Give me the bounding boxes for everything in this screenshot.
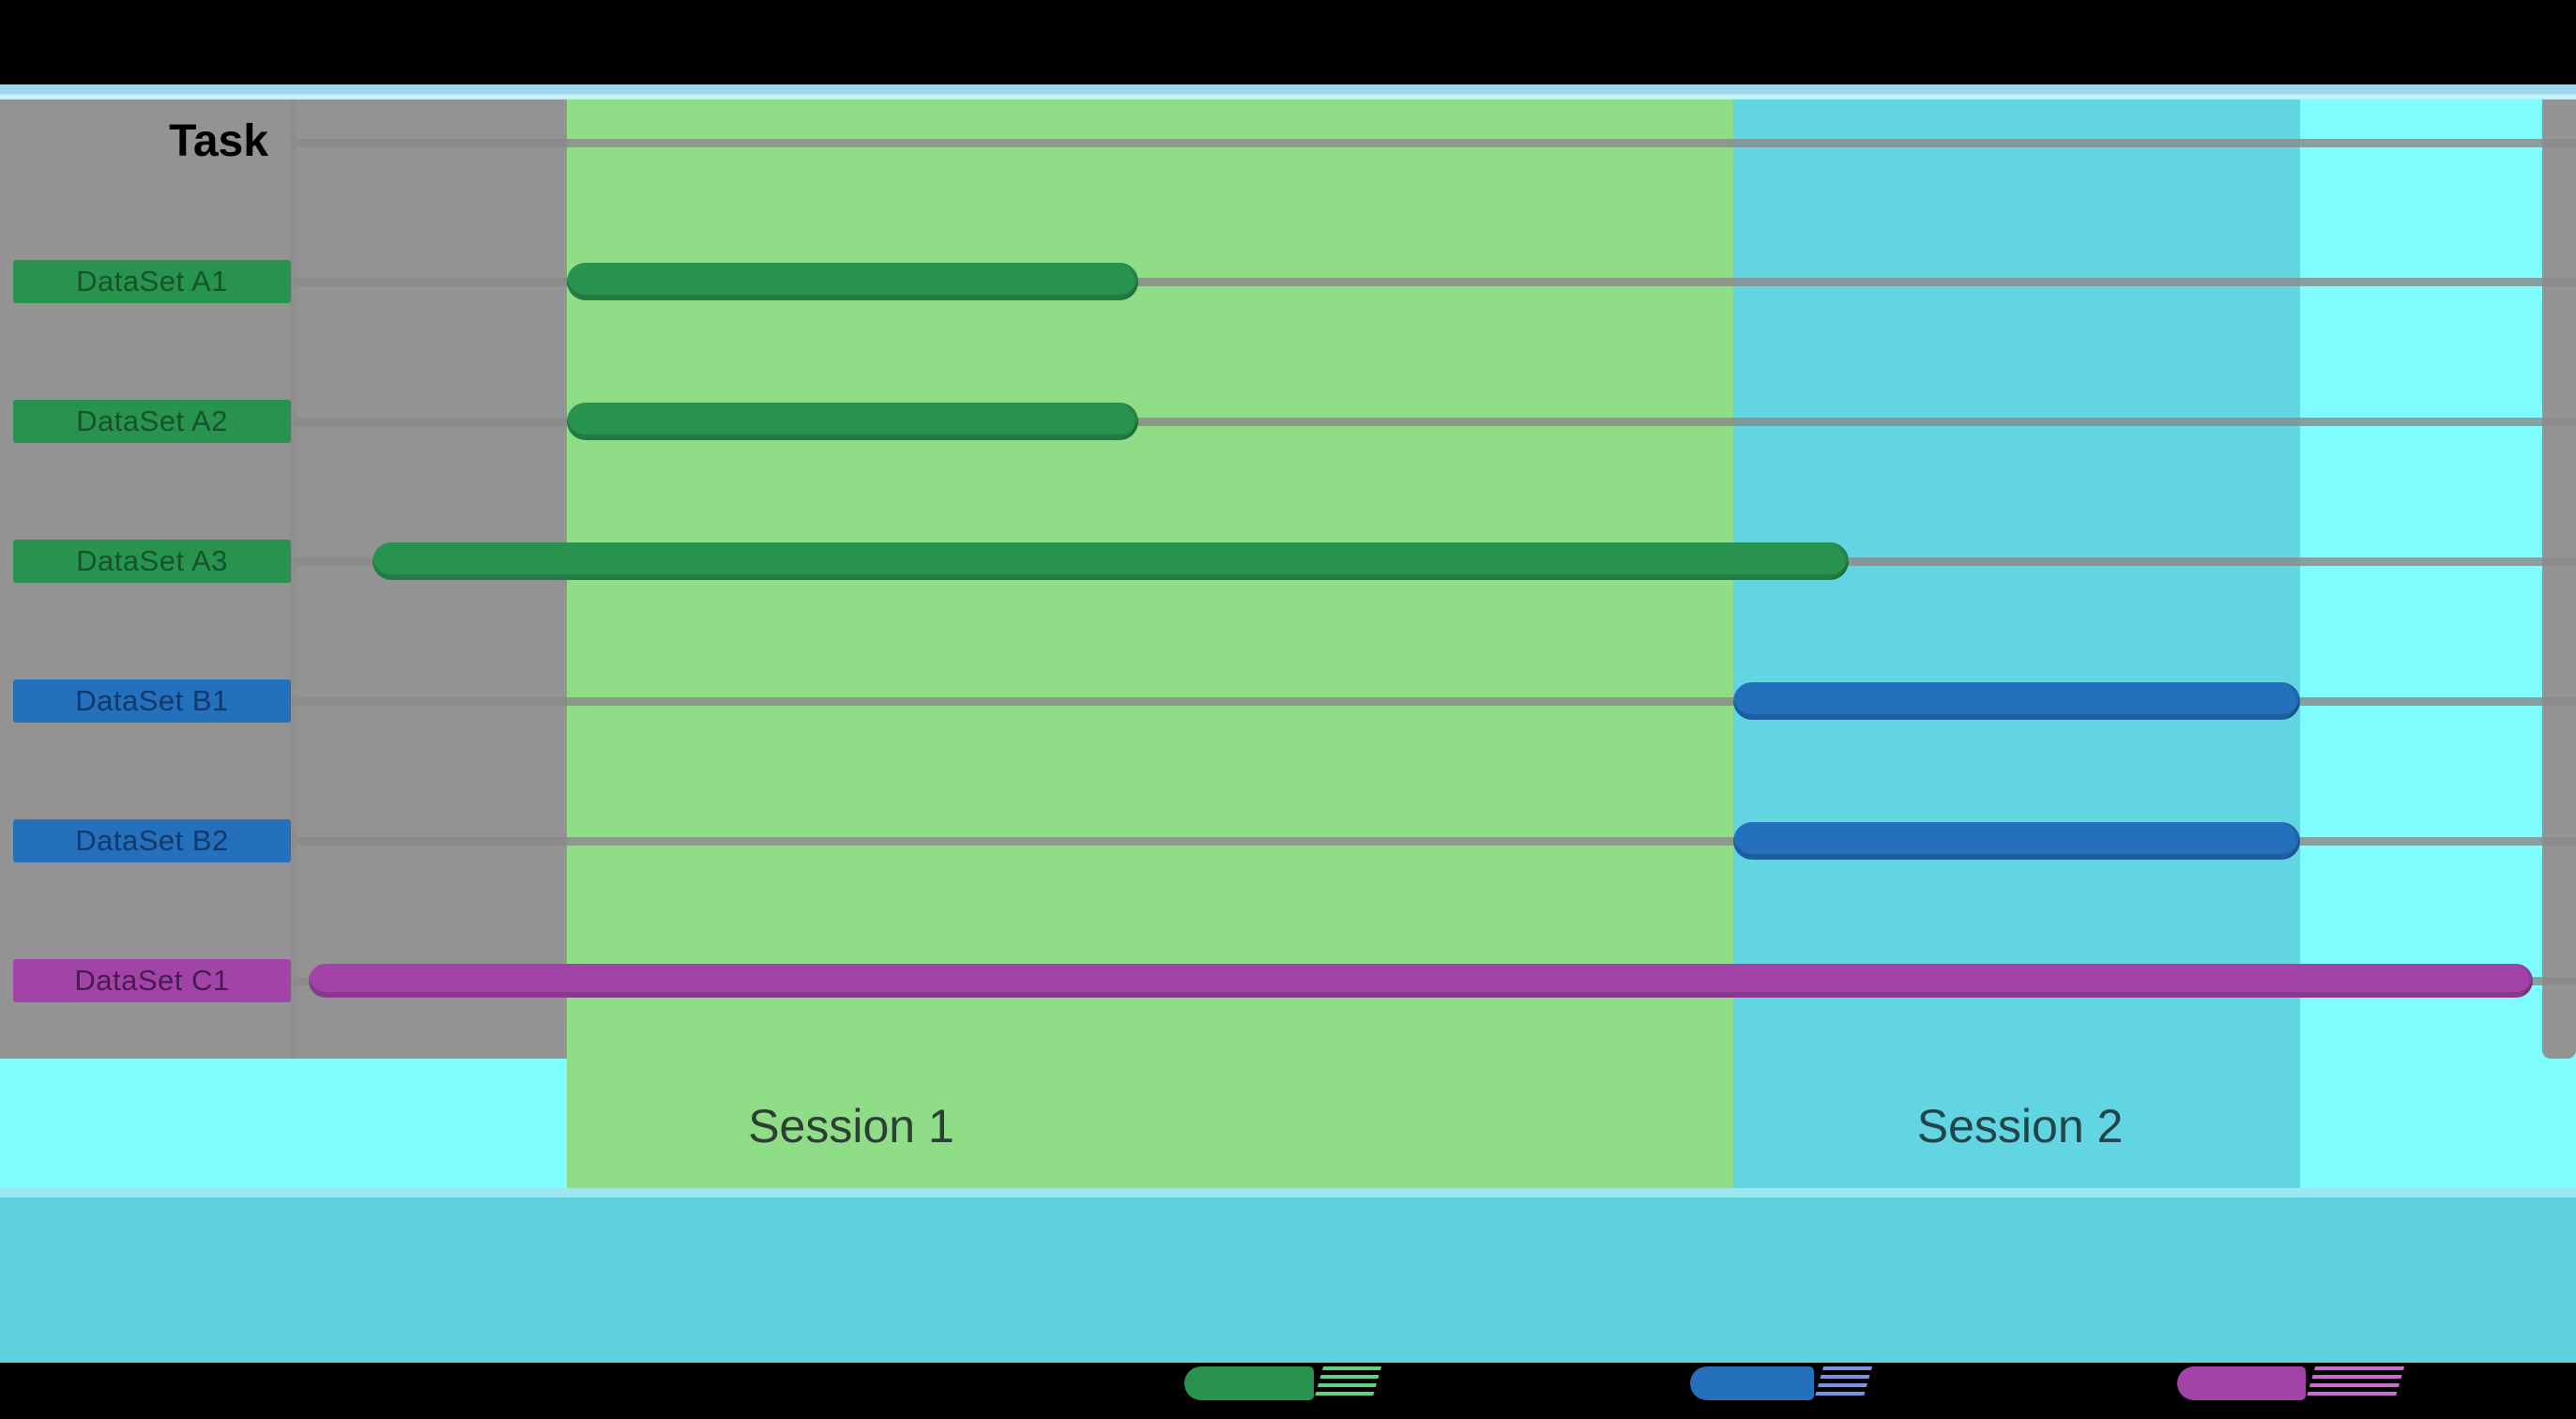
session-band-2 [1732, 99, 2301, 1188]
legend-slash-icon-a [1313, 1366, 1382, 1400]
bottom-cyan-band [0, 1198, 2576, 1363]
task-bar-dataset-c1[interactable] [309, 964, 2533, 998]
gridline-row-0 [290, 138, 2576, 147]
legend-slash-icon-c [2305, 1366, 2405, 1400]
session-label-1: Session 1 [748, 1100, 954, 1152]
row-label-dataset-b2: DataSet B2 [13, 819, 291, 862]
row-label-dataset-a1: DataSet A1 [13, 260, 291, 303]
row-label-text: DataSet A3 [76, 544, 228, 577]
column-divider [290, 99, 297, 1059]
row-label-text: DataSet A1 [76, 265, 228, 298]
task-bar-dataset-a1[interactable] [566, 263, 1138, 300]
gridline-row-2 [290, 417, 2576, 426]
row-label-dataset-a3: DataSet A3 [13, 540, 291, 583]
task-column-header: Task [169, 115, 268, 166]
legend-slash-icon-b [1813, 1366, 1873, 1400]
legend-swatch-a[interactable] [1184, 1366, 1314, 1400]
gridline-row-1 [290, 277, 2576, 286]
task-bar-dataset-a2[interactable] [566, 403, 1138, 440]
row-label-text: DataSet B2 [75, 824, 229, 857]
task-bar-dataset-b2[interactable] [1732, 822, 2301, 860]
session-label-2: Session 2 [1916, 1100, 2124, 1152]
row-label-dataset-a2: DataSet A2 [13, 400, 291, 443]
task-bar-dataset-a3[interactable] [373, 542, 1850, 580]
legend-swatch-c[interactable] [2177, 1366, 2306, 1400]
row-label-text: DataSet C1 [74, 964, 230, 997]
row-label-text: DataSet B1 [75, 684, 229, 717]
row-label-dataset-b1: DataSet B1 [13, 679, 291, 723]
row-label-dataset-c1: DataSet C1 [13, 959, 291, 1002]
top-lightblue-strip [0, 84, 2576, 99]
gridline-row-5 [290, 836, 2576, 846]
legend-swatch-b[interactable] [1690, 1366, 1814, 1400]
gridline-row-4 [290, 696, 2576, 706]
bottom-separator-strip [0, 1188, 2576, 1198]
right-gray-strip [2542, 99, 2576, 1059]
task-bar-dataset-b1[interactable] [1732, 682, 2301, 720]
top-black-bar [0, 0, 2576, 84]
row-label-text: DataSet A2 [76, 404, 228, 437]
